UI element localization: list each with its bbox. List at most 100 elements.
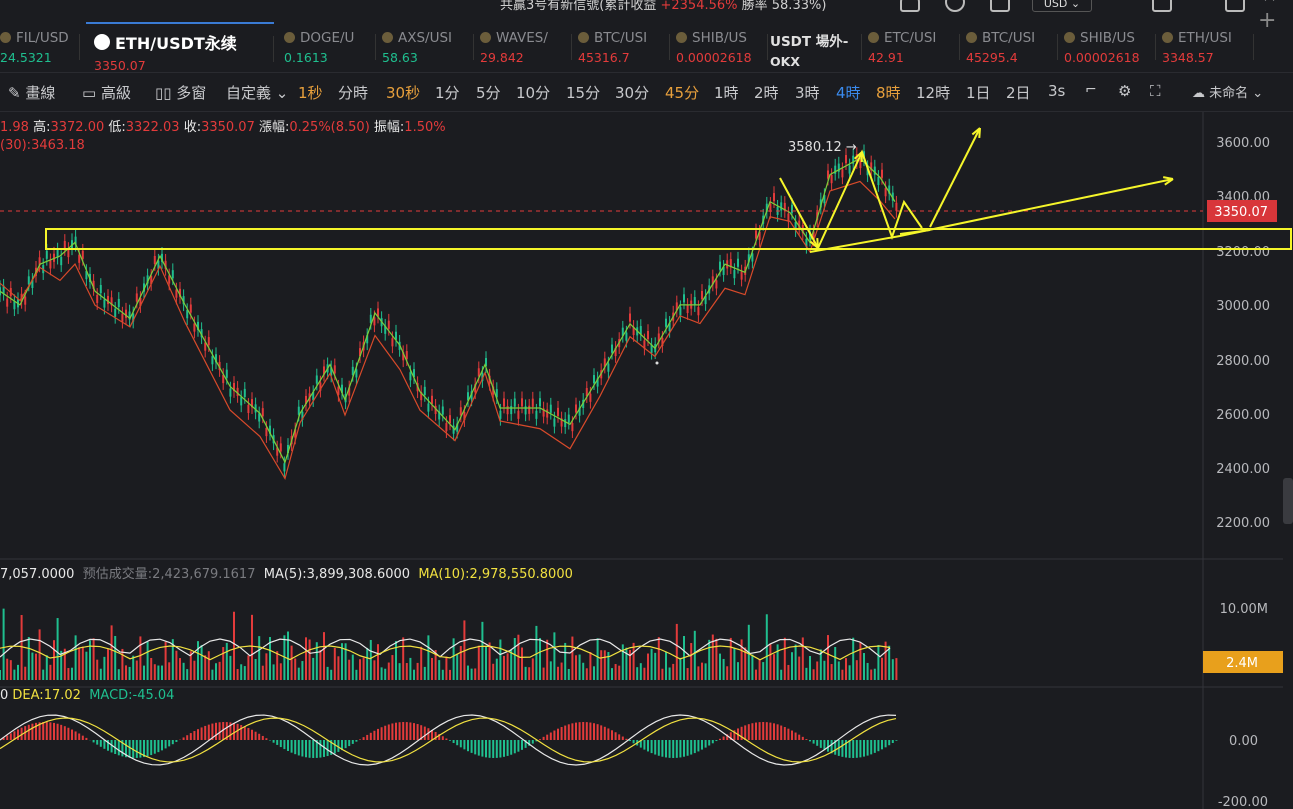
window-icon[interactable] — [1152, 0, 1172, 12]
tab-9[interactable]: BTC/USI 45295.4 — [966, 22, 1058, 72]
layout-icon[interactable]: ⌐ — [1085, 82, 1097, 98]
home-icon[interactable] — [990, 0, 1010, 12]
advanced-button[interactable]: ▭ 高級 — [82, 84, 131, 102]
macd-bar — [409, 722, 412, 740]
volume-bar — [823, 660, 826, 680]
interval-5[interactable]: 10分 — [516, 84, 551, 102]
add-tab-icon[interactable]: + — [1258, 8, 1277, 33]
macd-bar — [830, 740, 833, 754]
interval-15[interactable]: 1日 — [966, 84, 991, 102]
macd-bar — [607, 728, 610, 740]
tab-name: USDT 場外- — [770, 34, 849, 50]
currency-select[interactable]: USD ⌄ — [1032, 0, 1092, 12]
macd-bar — [139, 740, 142, 758]
tab-1[interactable]: ETH/USDT永续 3350.07 — [86, 22, 274, 73]
macd-bar — [362, 737, 365, 740]
interval-12[interactable]: 4時 — [836, 84, 861, 102]
interval-3[interactable]: 1分 — [435, 84, 460, 102]
interval-0[interactable]: 1秒 — [298, 84, 323, 102]
tab-0[interactable]: FIL/USD 24.5321 — [0, 22, 80, 72]
interval-16[interactable]: 2日 — [1006, 84, 1031, 102]
volume-bar — [524, 666, 527, 680]
candle-body — [236, 387, 239, 396]
template-dropdown[interactable]: ☁ 未命名 ⌄ — [1192, 86, 1264, 101]
tab-6[interactable]: SHIB/US 0.00002618 — [676, 22, 768, 72]
interval-10[interactable]: 2時 — [754, 84, 779, 102]
candle-body — [312, 392, 315, 401]
macd-bar — [740, 726, 743, 740]
candle-body — [693, 297, 696, 306]
tab-10[interactable]: SHIB/US 0.00002618 — [1064, 22, 1156, 72]
interval-4[interactable]: 5分 — [476, 84, 501, 102]
tab-11[interactable]: ETH/USI 3348.57 — [1162, 22, 1254, 72]
interval-11[interactable]: 3時 — [795, 84, 820, 102]
close-icon[interactable]: ✕ — [1262, 0, 1278, 8]
macd-bar — [175, 740, 178, 742]
candle-body — [441, 406, 444, 415]
volume-bar — [71, 667, 73, 680]
volume-bar — [175, 650, 178, 680]
search-icon[interactable] — [945, 0, 965, 12]
macd-bar — [431, 730, 433, 740]
candle-body — [85, 271, 88, 280]
support-zone-box — [45, 228, 1292, 250]
maximize-icon[interactable] — [1225, 0, 1245, 12]
tab-4[interactable]: WAVES/29.842 — [480, 22, 572, 72]
candle-body — [359, 348, 361, 357]
fullscreen-icon[interactable]: ⛶ — [1150, 82, 1161, 100]
chart-area[interactable]: 3600.00 3400.00 3200.00 3000.00 2800.00 2600.… — [0, 112, 1293, 809]
candle-body — [135, 293, 138, 302]
tab-price: 45295.4 — [966, 50, 1018, 65]
multi-window-button[interactable]: ▯▯ 多窗 — [155, 84, 207, 102]
volume-bar — [17, 664, 19, 680]
tab-3[interactable]: AXS/USI 58.63 — [382, 22, 474, 72]
volume-bar — [672, 663, 675, 680]
volume-bar — [488, 642, 491, 680]
interval-2[interactable]: 30秒 — [386, 84, 421, 102]
candle-body — [333, 365, 336, 374]
tab-8[interactable]: ETC/USI 42.91 — [868, 22, 960, 72]
volume-bar — [668, 667, 671, 680]
candle-body — [45, 250, 48, 259]
interval-7[interactable]: 30分 — [615, 84, 650, 102]
tab-5[interactable]: BTC/USI 45316.7 — [578, 22, 670, 72]
custom-dropdown[interactable]: 自定義 ⌄ — [226, 84, 289, 102]
kline-chart[interactable]: 3600.003400.003200.003000.002800.002600.… — [0, 112, 1293, 809]
volume-bar — [708, 639, 711, 680]
candle-body — [31, 279, 34, 288]
macd-bar — [668, 740, 671, 758]
interval-9[interactable]: 1時 — [714, 84, 739, 102]
macd-bar — [297, 740, 300, 756]
tab-7[interactable]: USDT 場外- OKX — [770, 22, 862, 72]
macd-bar — [726, 734, 729, 740]
candle-body — [593, 375, 595, 384]
interval-1[interactable]: 分時 — [338, 84, 369, 102]
bell-icon[interactable] — [900, 0, 920, 12]
macd-bar — [528, 740, 531, 746]
volume-bar — [639, 663, 642, 680]
volume-bar — [557, 666, 559, 680]
candle-body — [798, 220, 801, 229]
interval-6[interactable]: 15分 — [566, 84, 601, 102]
macd-bar — [873, 740, 876, 753]
interval-13[interactable]: 8時 — [876, 84, 901, 102]
draw-button[interactable]: ✎ 畫線 — [8, 84, 56, 102]
macd-bar — [629, 740, 631, 742]
volume-bar — [762, 662, 765, 680]
scroll-handle[interactable] — [1283, 478, 1293, 524]
volume-bar — [510, 649, 513, 680]
tab-2[interactable]: DOGE/U 0.1613 — [284, 22, 376, 72]
candle-body — [485, 358, 487, 367]
signal-notice[interactable]: 共贏3号有新信號(累計收益 +2354.56% 勝率 58.33%) — [500, 0, 827, 13]
price-axis-label: 2800.00 — [1216, 354, 1270, 369]
macd-bar — [517, 740, 520, 752]
interval-14[interactable]: 12時 — [916, 84, 951, 102]
macd-axis-neg: -200.00 — [1218, 795, 1268, 809]
price-axis-label: 3600.00 — [1216, 136, 1270, 151]
interval-8[interactable]: 45分 — [665, 84, 700, 102]
volume-bar — [528, 667, 531, 680]
volume-bar — [171, 639, 174, 680]
interval-17[interactable]: 3s — [1048, 82, 1066, 100]
volume-bar — [305, 637, 307, 680]
settings-icon[interactable]: ⚙ — [1118, 82, 1132, 100]
